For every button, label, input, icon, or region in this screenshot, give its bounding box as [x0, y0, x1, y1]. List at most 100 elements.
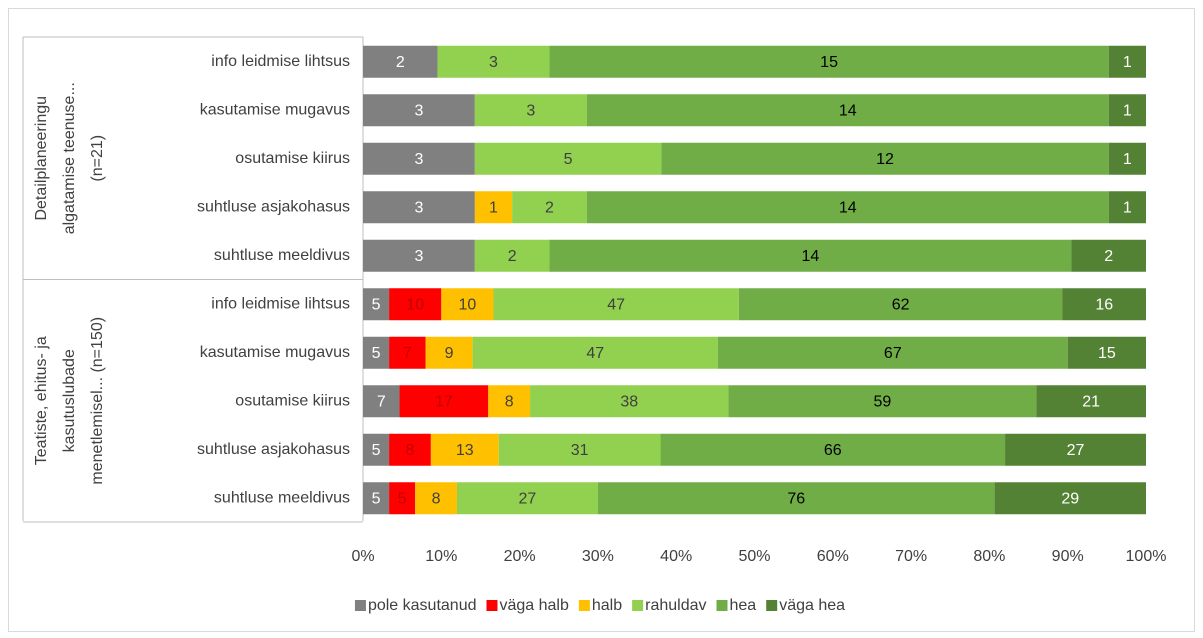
data-label: 17	[435, 393, 453, 410]
data-label: 3	[414, 151, 423, 168]
bar-segment	[586, 191, 1109, 224]
data-label: 66	[824, 442, 842, 459]
data-label: 47	[607, 296, 625, 313]
bar-segment	[363, 142, 475, 175]
bar-segment	[1036, 385, 1146, 418]
legend-item: pole kasutanud	[354, 597, 477, 614]
legend-swatch	[632, 600, 644, 611]
data-label: 3	[414, 199, 423, 216]
bar-segment	[363, 45, 438, 78]
bar-segment	[738, 288, 1063, 321]
data-label: 7	[403, 345, 412, 362]
data-label: 9	[445, 345, 454, 362]
bar-segment	[661, 142, 1109, 175]
bar-segment	[498, 433, 661, 466]
bar-segment	[549, 45, 1109, 78]
legend-swatch	[766, 600, 778, 611]
data-label: 31	[571, 442, 589, 459]
bar-segment	[586, 94, 1109, 127]
data-label: 29	[1061, 490, 1079, 507]
bar-segment	[363, 94, 475, 127]
bar-segment	[472, 336, 718, 369]
data-label: 14	[802, 248, 820, 265]
legend-label: rahuldav	[645, 597, 706, 614]
bar-segment	[1067, 336, 1146, 369]
group-label: Detailplaneeringu	[33, 96, 50, 221]
bar-segment	[1005, 433, 1146, 466]
data-label: 21	[1082, 393, 1100, 410]
bar-segment	[1108, 94, 1146, 127]
data-label: 8	[505, 393, 514, 410]
bar-segment	[1108, 45, 1146, 78]
data-label: 2	[545, 199, 554, 216]
x-tick-label: 90%	[1052, 548, 1084, 565]
legend-swatch	[486, 600, 498, 611]
bar-segment	[363, 191, 475, 224]
data-label: 47	[586, 345, 604, 362]
y-tick-label: kasutamise mugavus	[200, 344, 350, 361]
data-label: 8	[432, 490, 441, 507]
legend-item: väga hea	[766, 597, 845, 614]
bar-segment	[363, 239, 475, 272]
data-label: 15	[1098, 345, 1116, 362]
legend-label: hea	[730, 597, 757, 614]
bar-segment	[415, 482, 457, 515]
legend-label: halb	[592, 597, 622, 614]
data-label: 27	[519, 490, 537, 507]
group-label: kasutuslubade	[61, 349, 78, 452]
bar-segment	[1108, 191, 1146, 224]
x-tick-label: 20%	[504, 548, 536, 565]
data-label: 5	[372, 345, 381, 362]
data-label: 12	[876, 151, 894, 168]
bar-segment	[363, 288, 390, 321]
group-label: Teatiste, ehitus- ja	[33, 336, 50, 465]
bar-segment	[1062, 288, 1146, 321]
bar-segment	[512, 191, 587, 224]
bar-segment	[488, 385, 531, 418]
bar-segment	[493, 288, 739, 321]
bar-segment	[1108, 142, 1146, 175]
legend-swatch	[354, 600, 366, 611]
x-tick-label: 0%	[351, 548, 374, 565]
data-label: 7	[377, 393, 386, 410]
data-label: 1	[1123, 199, 1132, 216]
bar-segment	[389, 336, 426, 369]
x-tick-label: 30%	[582, 548, 614, 565]
data-label: 2	[508, 248, 517, 265]
data-label: 62	[892, 296, 910, 313]
bar-segment	[549, 239, 1072, 272]
data-label: 10	[406, 296, 424, 313]
bar-segment	[363, 433, 390, 466]
bar-segment	[437, 45, 550, 78]
legend-item: rahuldav	[632, 597, 707, 614]
data-label: 15	[820, 54, 838, 71]
bar-segment	[474, 191, 513, 224]
legend-label: pole kasutanud	[368, 597, 477, 614]
bar-segment	[389, 288, 442, 321]
bar-segment	[530, 385, 729, 418]
data-label: 67	[884, 345, 902, 362]
data-label: 1	[1123, 102, 1132, 119]
legend-item: hea	[716, 597, 757, 614]
data-label: 5	[372, 490, 381, 507]
data-label: 1	[1123, 54, 1132, 71]
data-label: 3	[414, 102, 423, 119]
bar-segment	[717, 336, 1068, 369]
y-tick-label: osutamise kiirus	[235, 392, 350, 409]
y-tick-label: osutamise kiirus	[235, 150, 350, 167]
x-tick-label: 80%	[973, 548, 1005, 565]
data-label: 27	[1067, 442, 1085, 459]
y-tick-label: info leidmise lihtsus	[211, 295, 350, 312]
data-label: 3	[489, 54, 498, 71]
bar-segment	[728, 385, 1037, 418]
legend-item: väga halb	[486, 597, 569, 614]
data-label: 13	[456, 442, 474, 459]
y-tick-label: suhtluse asjakohasus	[197, 198, 350, 215]
data-label: 5	[372, 442, 381, 459]
bar-segment	[456, 482, 598, 515]
bar-segment	[363, 336, 390, 369]
data-label: 59	[873, 393, 891, 410]
bar-segment	[474, 142, 662, 175]
